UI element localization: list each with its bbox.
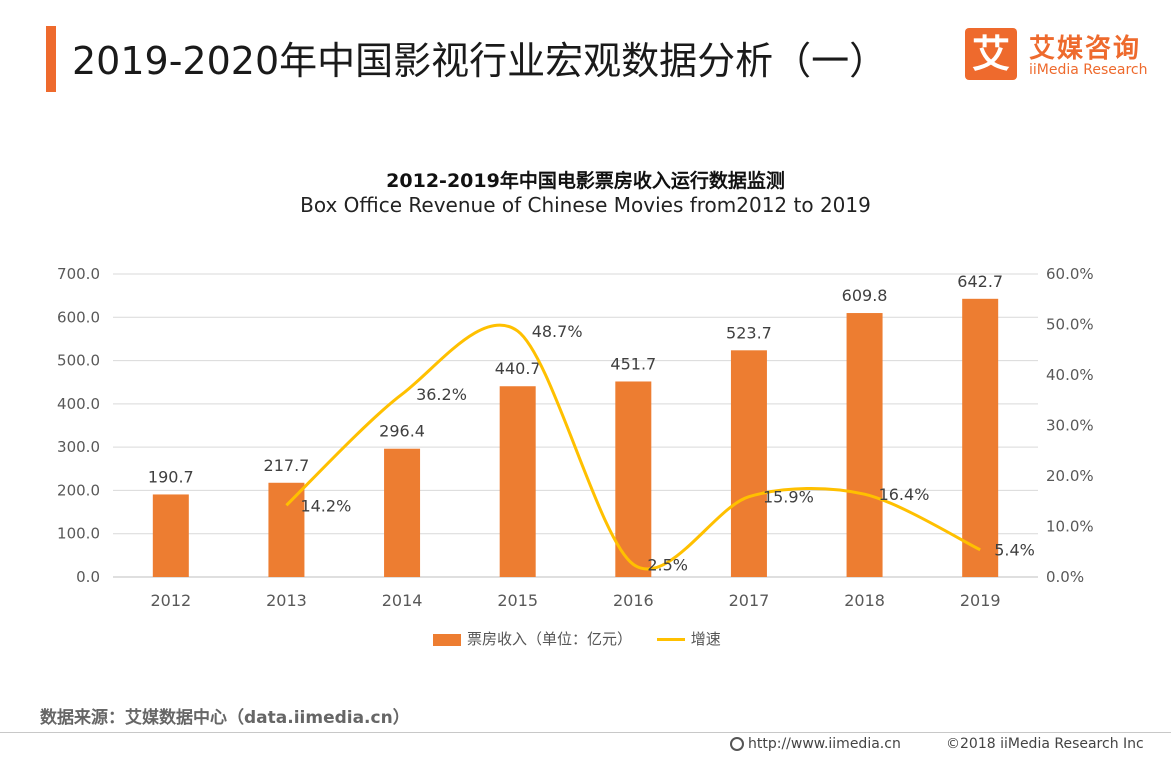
logo-name-cn: 艾媒咨询 bbox=[1029, 34, 1142, 64]
bar-data-label: 451.7 bbox=[610, 354, 656, 373]
bar bbox=[615, 381, 652, 577]
line-data-label: 15.9% bbox=[763, 488, 814, 507]
x-tick-label: 2019 bbox=[960, 591, 1001, 610]
y-right-tick-label: 50.0% bbox=[1046, 316, 1094, 334]
logo: 艾 艾媒咨询 iiMedia Research bbox=[965, 28, 1155, 84]
bar bbox=[499, 386, 536, 577]
y-right-tick-label: 20.0% bbox=[1046, 467, 1094, 485]
footer-url-text[interactable]: http://www.iimedia.cn bbox=[748, 736, 901, 752]
x-tick-label: 2012 bbox=[150, 591, 191, 610]
bar bbox=[384, 448, 421, 577]
y-left-tick-label: 600.0 bbox=[57, 308, 100, 326]
logo-name-en: iiMedia Research bbox=[1029, 62, 1148, 78]
logo-mark: 艾 bbox=[965, 28, 1017, 80]
page-title: 2019-2020年中国影视行业宏观数据分析（一） bbox=[72, 39, 888, 83]
y-left-tick-label: 0.0 bbox=[76, 568, 100, 586]
x-tick-label: 2014 bbox=[382, 591, 423, 610]
y-left-tick-label: 300.0 bbox=[57, 438, 100, 456]
bar-data-label: 609.8 bbox=[842, 286, 888, 305]
y-right-tick-label: 60.0% bbox=[1046, 265, 1094, 283]
y-left-tick-label: 700.0 bbox=[57, 265, 100, 283]
line-data-label: 16.4% bbox=[879, 485, 930, 504]
line-data-label: 5.4% bbox=[994, 541, 1035, 560]
footer-copyright: ©2018 iiMedia Research Inc bbox=[946, 736, 1144, 752]
globe-icon bbox=[730, 737, 744, 751]
line-data-label: 2.5% bbox=[647, 555, 688, 574]
legend-item-revenue: 票房收入（单位：亿元） bbox=[433, 628, 632, 649]
chart-title: 2012-2019年中国电影票房收入运行数据监测 bbox=[386, 170, 785, 192]
x-tick-label: 2018 bbox=[844, 591, 885, 610]
bar-data-label: 296.4 bbox=[379, 422, 425, 441]
x-tick-label: 2016 bbox=[613, 591, 654, 610]
title-accent-bar bbox=[46, 26, 56, 92]
y-left-tick-label: 100.0 bbox=[57, 525, 100, 543]
bar bbox=[268, 482, 305, 577]
chart-legend: 票房收入（单位：亿元） 增速 bbox=[433, 628, 741, 648]
logo-glyph: 艾 bbox=[971, 32, 1010, 76]
y-left-tick-label: 500.0 bbox=[57, 352, 100, 370]
legend-item-growth: 增速 bbox=[656, 628, 721, 649]
bar-data-label: 642.7 bbox=[957, 272, 1003, 291]
bar-data-label: 440.7 bbox=[495, 359, 541, 378]
y-right-tick-label: 10.0% bbox=[1046, 518, 1094, 536]
data-source: 数据来源：艾媒数据中心（data.iimedia.cn） bbox=[40, 708, 410, 728]
bar bbox=[846, 313, 883, 577]
y-left-tick-label: 400.0 bbox=[57, 395, 100, 413]
bar bbox=[152, 494, 189, 577]
y-left-tick-label: 200.0 bbox=[57, 481, 100, 499]
x-tick-label: 2015 bbox=[497, 591, 538, 610]
line-data-label: 14.2% bbox=[300, 496, 351, 515]
legend-swatch-line bbox=[656, 638, 685, 641]
footer-url[interactable]: http://www.iimedia.cn bbox=[730, 736, 901, 752]
footer-divider bbox=[0, 732, 1171, 733]
line-data-label: 48.7% bbox=[532, 322, 583, 341]
bar-data-label: 190.7 bbox=[148, 467, 194, 486]
x-tick-label: 2013 bbox=[266, 591, 307, 610]
line-data-label: 36.2% bbox=[416, 385, 467, 404]
y-right-tick-label: 30.0% bbox=[1046, 417, 1094, 435]
chart-subtitle: Box Office Revenue of Chinese Movies fro… bbox=[300, 193, 871, 217]
y-right-tick-label: 40.0% bbox=[1046, 366, 1094, 384]
bar-data-label: 217.7 bbox=[264, 456, 310, 475]
x-tick-label: 2017 bbox=[729, 591, 770, 610]
legend-label-revenue: 票房收入（单位：亿元） bbox=[467, 630, 633, 648]
bar-data-label: 523.7 bbox=[726, 323, 772, 342]
legend-swatch-bar bbox=[433, 633, 461, 646]
bar bbox=[962, 298, 999, 577]
bar bbox=[730, 350, 767, 577]
legend-label-growth: 增速 bbox=[690, 630, 721, 648]
y-right-tick-label: 0.0% bbox=[1046, 568, 1084, 586]
